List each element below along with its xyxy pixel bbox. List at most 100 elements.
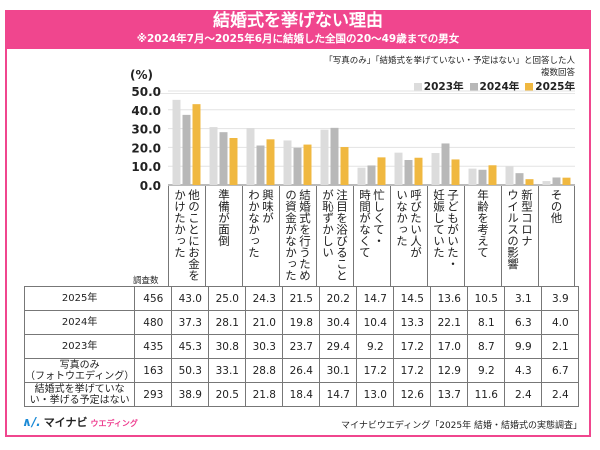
- category-label: 結婚式を行うため の資金がなかった: [284, 189, 312, 281]
- bar-chart: (%) 0.0 10.0 20.0 30.0 40.0 50.0: [130, 68, 575, 193]
- bar-2025-0: [192, 104, 201, 185]
- value-cell: 9.2: [467, 358, 506, 383]
- category-label: 興味が わかなかった: [247, 189, 275, 258]
- row-label: 2025年: [23, 286, 136, 311]
- sample-size-cell: 163: [134, 358, 173, 383]
- value-cell: 14.5: [393, 286, 432, 311]
- bar-2024-8: [478, 169, 487, 185]
- logo-sub: ウエディング: [90, 419, 138, 428]
- category-label: 忙しくて・ 時間がなくて: [358, 189, 386, 258]
- value-cell: 37.3: [171, 310, 210, 335]
- bar-2025-2: [266, 139, 275, 185]
- legend-swatch-2025: [525, 82, 534, 91]
- bar-2025-8: [488, 165, 497, 185]
- value-cell: 45.3: [171, 334, 210, 359]
- value-cell: 17.2: [356, 358, 395, 383]
- value-cell: 14.7: [319, 382, 358, 407]
- legend-label-2023: 2023年: [423, 81, 464, 93]
- category-label: 呼びたい人が いなかった: [395, 189, 423, 258]
- category-cell: 他のことにお金を かけたかった: [168, 186, 205, 286]
- value-cell: 6.7: [541, 358, 580, 383]
- source-credit: マイナビウエディング「2025年 結婚・結婚式の実態調査」: [341, 421, 582, 431]
- category-cell: 注目を浴びること が恥ずかしい: [316, 186, 353, 286]
- value-cell: 13.3: [393, 310, 432, 335]
- category-label: 年齢を考えて: [476, 189, 490, 258]
- bar-2023-3: [283, 140, 292, 185]
- bar-2024-2: [256, 145, 265, 185]
- table-row: 2024年 480 37.3 28.1 21.0 19.8 30.4 10.4 13.3 22.1…: [23, 310, 580, 335]
- value-cell: 26.4: [282, 358, 321, 383]
- sample-size-cell: 435: [134, 334, 173, 359]
- bar-2023-1: [209, 127, 218, 185]
- bar-2024-9: [515, 173, 524, 185]
- note-line-multiple-answer: 複数回答: [540, 68, 575, 78]
- value-cell: 10.4: [356, 310, 395, 335]
- respondent-note: 「写真のみ」「結婚式を挙げていない・予定はない」と回答した人 複数回答: [324, 55, 575, 79]
- bar-2024-5: [367, 165, 376, 185]
- legend-item-2025: 2025年: [525, 79, 575, 94]
- sample-size-cell: 456: [134, 286, 173, 311]
- bar-2025-5: [377, 157, 386, 185]
- category-cell: 準備が面倒: [205, 186, 242, 286]
- value-cell: 43.0: [171, 286, 210, 311]
- category-label: 他のことにお金を かけたかった: [173, 189, 201, 281]
- legend-item-2024: 2024年: [469, 79, 520, 94]
- bar-2023-5: [357, 167, 366, 185]
- legend-label-2024: 2024年: [479, 81, 520, 93]
- legend-item-2023: 2023年: [413, 79, 464, 94]
- value-cell: 30.3: [245, 334, 284, 359]
- category-cell: 呼びたい人が いなかった: [390, 186, 427, 286]
- note-line-respondents: 「写真のみ」「結婚式を挙げていない・予定はない」と回答した人: [324, 56, 575, 66]
- bar-2023-6: [394, 152, 403, 185]
- legend-swatch-2024: [469, 82, 478, 91]
- value-cell: 20.5: [208, 382, 247, 407]
- value-cell: 28.1: [208, 310, 247, 335]
- category-labels: 他のことにお金を かけたかった 準備が面倒 興味が わかなかった 結婚式を行うため の…: [168, 186, 575, 286]
- value-cell: 21.8: [245, 382, 284, 407]
- bar-2023-9: [505, 166, 514, 185]
- category-cell: 新型コロナ ウイルスの影響: [501, 186, 538, 286]
- bar-2024-4: [330, 127, 339, 185]
- row-label: 写真のみ （フォトウエディング）: [23, 358, 136, 383]
- logo-mark-icon: ∧/.: [22, 415, 41, 429]
- value-cell: 23.7: [282, 334, 321, 359]
- bar-2023-8: [468, 168, 477, 185]
- value-cell: 3.9: [541, 286, 580, 311]
- sample-size-header: 調査数: [133, 276, 159, 286]
- value-cell: 21.5: [282, 286, 321, 311]
- category-label: 注目を浴びること が恥ずかしい: [321, 189, 349, 281]
- bar-2024-7: [441, 143, 450, 185]
- y-tick-label: 20.0: [131, 141, 161, 155]
- page-subtitle: ※2024年7月～2025年6月に結婚した全国の20～49歳までの男女: [136, 33, 460, 45]
- bar-2025-9: [525, 179, 534, 185]
- y-tick-label: 50.0: [131, 85, 161, 99]
- bar-2025-4: [340, 147, 349, 185]
- value-cell: 6.3: [504, 310, 543, 335]
- value-cell: 10.5: [467, 286, 506, 311]
- y-tick-label: 10.0: [131, 160, 161, 174]
- bar-2025-7: [451, 159, 460, 185]
- sample-size-cell: 293: [134, 382, 173, 407]
- bar-2025-10: [562, 177, 571, 185]
- category-cell: 年齢を考えて: [464, 186, 501, 286]
- category-cell: 結婚式を行うため の資金がなかった: [279, 186, 316, 286]
- value-cell: 4.3: [504, 358, 543, 383]
- value-cell: 11.6: [467, 382, 506, 407]
- category-label: 準備が面倒: [217, 189, 231, 247]
- legend-swatch-2023: [413, 82, 422, 91]
- value-cell: 2.4: [504, 382, 543, 407]
- value-cell: 25.0: [208, 286, 247, 311]
- value-cell: 18.4: [282, 382, 321, 407]
- value-cell: 17.2: [393, 334, 432, 359]
- bar-2025-6: [414, 157, 423, 185]
- category-cell: 忙しくて・ 時間がなくて: [353, 186, 390, 286]
- page-title: 結婚式を挙げない理由: [213, 11, 383, 31]
- table-row: 写真のみ （フォトウエディング） 163 50.3 33.1 28.8 26.4 30.1 1…: [23, 358, 580, 383]
- category-label: その他: [549, 189, 564, 224]
- bar-2024-3: [293, 147, 302, 185]
- value-cell: 8.7: [467, 334, 506, 359]
- chart-legend: 2023年 2024年 2025年: [413, 79, 575, 94]
- bar-2024-6: [404, 159, 413, 185]
- value-cell: 19.8: [282, 310, 321, 335]
- y-axis-label: (%): [130, 68, 153, 82]
